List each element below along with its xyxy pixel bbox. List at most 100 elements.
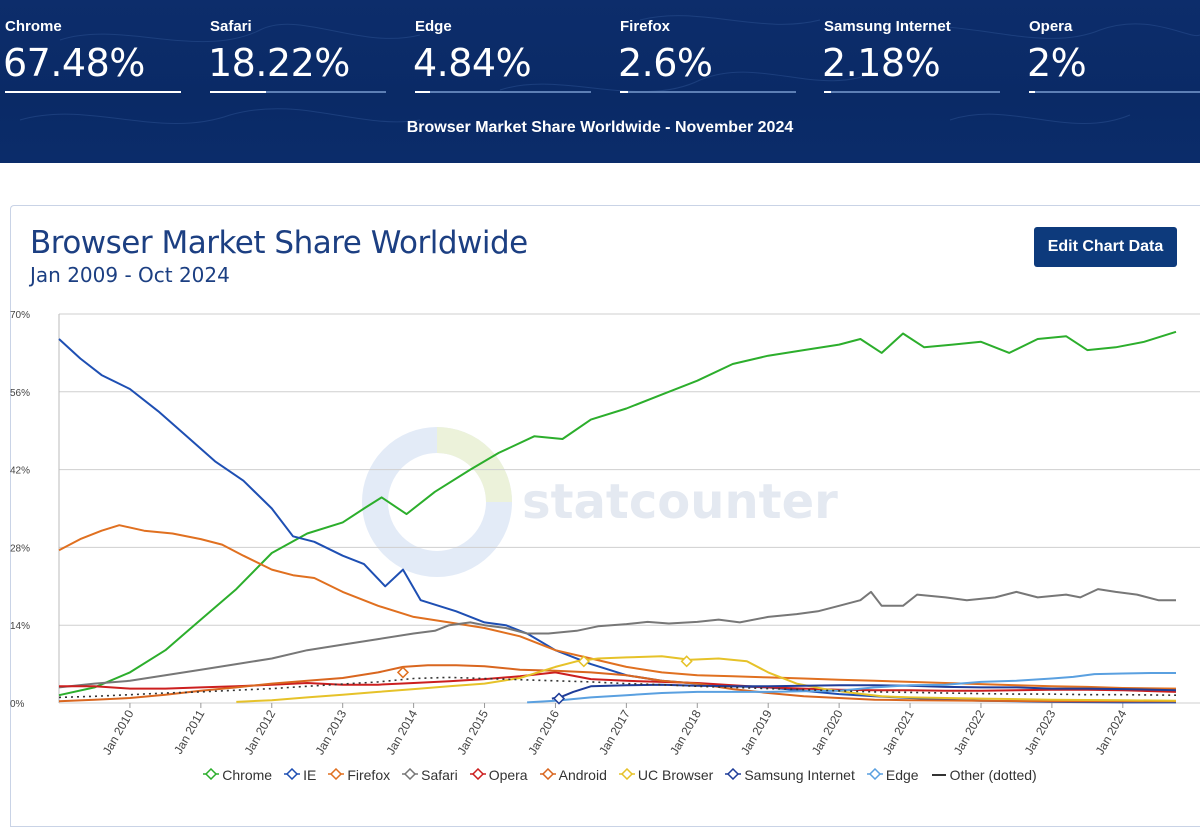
legend-label: Firefox [347,767,391,783]
line-chart: statcounter 0%14%28%42%56%70% Jan 2010 Ja… [10,310,1200,757]
stat-bar [415,91,591,93]
x-tick-label: Jan 2020 [809,707,846,757]
series-line-samsung-internet[interactable] [551,683,1177,700]
data-marker[interactable] [680,655,693,668]
y-tick-label: 14% [10,621,30,632]
y-tick-label: 70% [10,310,30,321]
watermark-logo-arc [436,427,512,503]
x-tick-label: Jan 2021 [880,707,917,757]
series-line-safari[interactable] [58,588,1176,689]
x-tick-label: Jan 2023 [1022,707,1059,757]
legend-label: UC Browser [637,767,714,783]
legend-marker-icon [931,767,947,783]
stat-value: 18.22% [208,41,350,85]
legend-item[interactable]: Chrome [203,767,272,783]
watermark-text: statcounter [522,474,838,530]
legend-item[interactable]: Safari [402,767,458,783]
legend-marker-icon [618,767,635,783]
data-marker[interactable] [552,692,566,705]
markers-group [396,655,693,705]
legend-marker-icon [539,767,556,783]
series-line-android[interactable] [58,664,1176,703]
y-axis: 0% 14% 28% 42% 56% 70% [10,310,60,710]
x-tick-label: Jan 2014 [383,707,420,757]
x-tick-label: Jan 2010 [100,707,137,757]
stat-bar-fill [620,91,628,93]
data-marker[interactable] [396,666,410,679]
legend-item[interactable]: Android [539,767,607,783]
legend-item[interactable]: Firefox [328,767,390,783]
stat-name: Firefox [620,18,671,35]
legend-item[interactable]: Edge [866,767,919,783]
stat-bar-fill [210,91,267,93]
legend-item[interactable]: UC Browser [618,767,714,783]
legend-marker-icon [284,767,301,783]
legend-label: Samsung Internet [744,767,855,783]
stat-value: 2.18% [822,41,941,85]
stat-bar-fill [824,91,831,93]
edit-chart-data-button[interactable]: Edit Chart Data [1034,227,1177,267]
banner: Chrome 67.48% Safari 18.22% Edge 4.84% F… [0,0,1200,163]
stat-bar [5,91,181,93]
stat-chrome: Chrome 67.48% [3,18,183,93]
stat-value: 2% [1027,41,1087,85]
stat-bar [1029,91,1200,93]
statcounter-watermark: statcounter [362,427,838,577]
stat-bar [210,91,386,93]
world-map-texture [19,15,1200,125]
stat-samsung-internet: Samsung Internet 2.18% [822,18,1002,93]
stat-name: Opera [1029,18,1073,35]
y-tick-label: 42% [10,466,30,477]
legend-marker-icon [725,767,742,783]
x-tick-label: Jan 2024 [1093,707,1130,757]
series-line-edge[interactable] [527,672,1176,704]
stat-opera: Opera 2% [1027,18,1200,93]
legend-label: Chrome [222,767,273,783]
stat-name: Edge [415,18,452,35]
series-line-chrome[interactable] [58,330,1177,697]
y-tick-label: 56% [10,388,30,399]
legend-marker-icon [866,767,883,783]
chart-title: Browser Market Share Worldwide [30,225,528,261]
series-line-firefox[interactable] [58,524,1177,690]
x-tick-label: Jan 2011 [171,707,208,756]
legend-item[interactable]: IE [284,767,316,783]
stat-bar [824,91,1000,93]
legend-label: Other (dotted) [949,767,1037,783]
banner-caption: Browser Market Share Worldwide - Novembe… [406,119,794,136]
legend-item[interactable]: Samsung Internet [725,767,855,783]
legend-label: Opera [488,767,528,783]
stat-name: Safari [210,18,252,35]
x-tick-label: Jan 2019 [738,707,775,757]
y-tick-label: 28% [10,543,30,554]
stat-firefox: Firefox 2.6% [618,18,798,93]
stat-bar-fill [415,91,430,93]
legend-item[interactable]: Opera [469,767,528,783]
series-line-uc-browser[interactable] [236,655,1177,703]
legend-marker-icon [469,767,486,783]
grid [59,313,1200,704]
legend-label: Edge [885,767,919,783]
x-tick-label: Jan 2012 [242,707,279,757]
stat-bar [620,91,796,93]
stat-value: 67.48% [3,41,145,85]
x-tick-label: Jan 2017 [596,707,633,757]
x-tick-label: Jan 2022 [951,707,988,757]
stat-name: Chrome [5,18,62,35]
legend-item[interactable]: Other (dotted) [931,767,1037,783]
series-group [58,330,1177,704]
legend-label: IE [303,767,317,783]
x-tick-label: Jan 2016 [525,707,562,757]
data-marker[interactable] [577,655,590,668]
legend: Chrome IE Firefox Safari Opera Android UC Brow… [0,767,1200,783]
legend-marker-icon [402,767,419,783]
chart-subtitle: Jan 2009 - Oct 2024 [30,263,230,287]
stat-value: 2.6% [618,41,713,85]
x-tick-label: Jan 2013 [312,707,349,757]
chart-card [10,205,1200,827]
legend-marker-icon [203,767,220,783]
stat-bar-fill [5,91,181,93]
x-tick-label: Jan 2018 [667,707,704,757]
stat-value: 4.84% [413,41,532,85]
legend-label: Android [558,767,607,783]
